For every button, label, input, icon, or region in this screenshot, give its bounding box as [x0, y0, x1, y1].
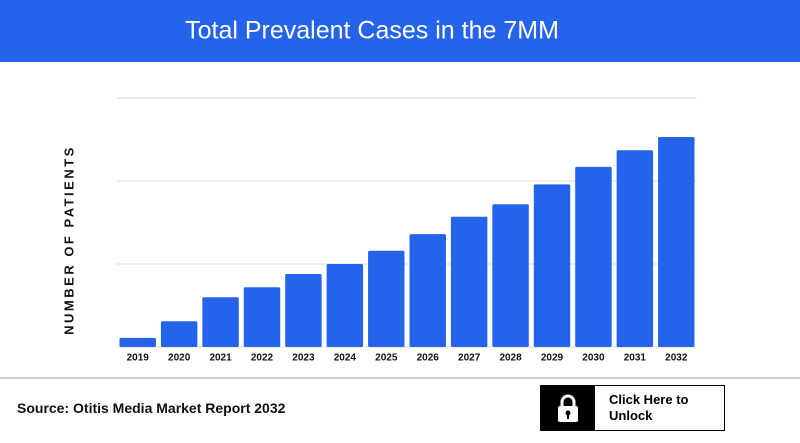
source-text: Source: Otitis Media Market Report 2032: [17, 400, 286, 416]
x-tick-label: 2021: [209, 353, 232, 364]
bar: [119, 337, 156, 347]
bar: [575, 166, 612, 347]
bar: [409, 234, 446, 347]
header-bar: [0, 0, 800, 62]
lock-icon: [541, 386, 595, 430]
x-tick-label: 2027: [458, 353, 481, 364]
bar: [658, 137, 695, 347]
y-axis-label: NUMBER OF PATIENTS: [61, 145, 76, 335]
lock-glyph: [558, 394, 578, 422]
bar: [450, 216, 488, 347]
bar: [368, 250, 405, 347]
x-tick-label: 2032: [665, 353, 688, 364]
x-tick-label: 2028: [499, 353, 522, 364]
x-tick-label: 2023: [292, 353, 315, 364]
x-tick-label: 2031: [624, 353, 647, 364]
unlock-button[interactable]: Click Here to Unlock: [540, 385, 725, 431]
x-tick-label: 2025: [375, 353, 398, 364]
bar: [202, 297, 239, 347]
chart-title: Total Prevalent Cases in the 7MM: [185, 17, 559, 45]
bar: [243, 287, 281, 347]
x-tick-label: 2029: [541, 353, 564, 364]
bar: [285, 273, 322, 347]
bar: [326, 264, 364, 347]
x-tick-label: 2022: [251, 353, 274, 364]
chart: Total Prevalent Cases in the 7MM NUMBER …: [0, 0, 800, 379]
x-tick-label: 2019: [127, 353, 150, 364]
bar: [492, 204, 529, 347]
x-tick-label: 2026: [417, 353, 440, 364]
bar: [160, 321, 198, 347]
bar: [533, 184, 571, 347]
x-tick-label: 2030: [582, 353, 605, 364]
button-label[interactable]: Click Here to Unlock: [609, 392, 689, 423]
bar: [616, 150, 654, 347]
x-tick-label: 2024: [334, 353, 357, 364]
x-tick-label: 2020: [168, 353, 191, 364]
